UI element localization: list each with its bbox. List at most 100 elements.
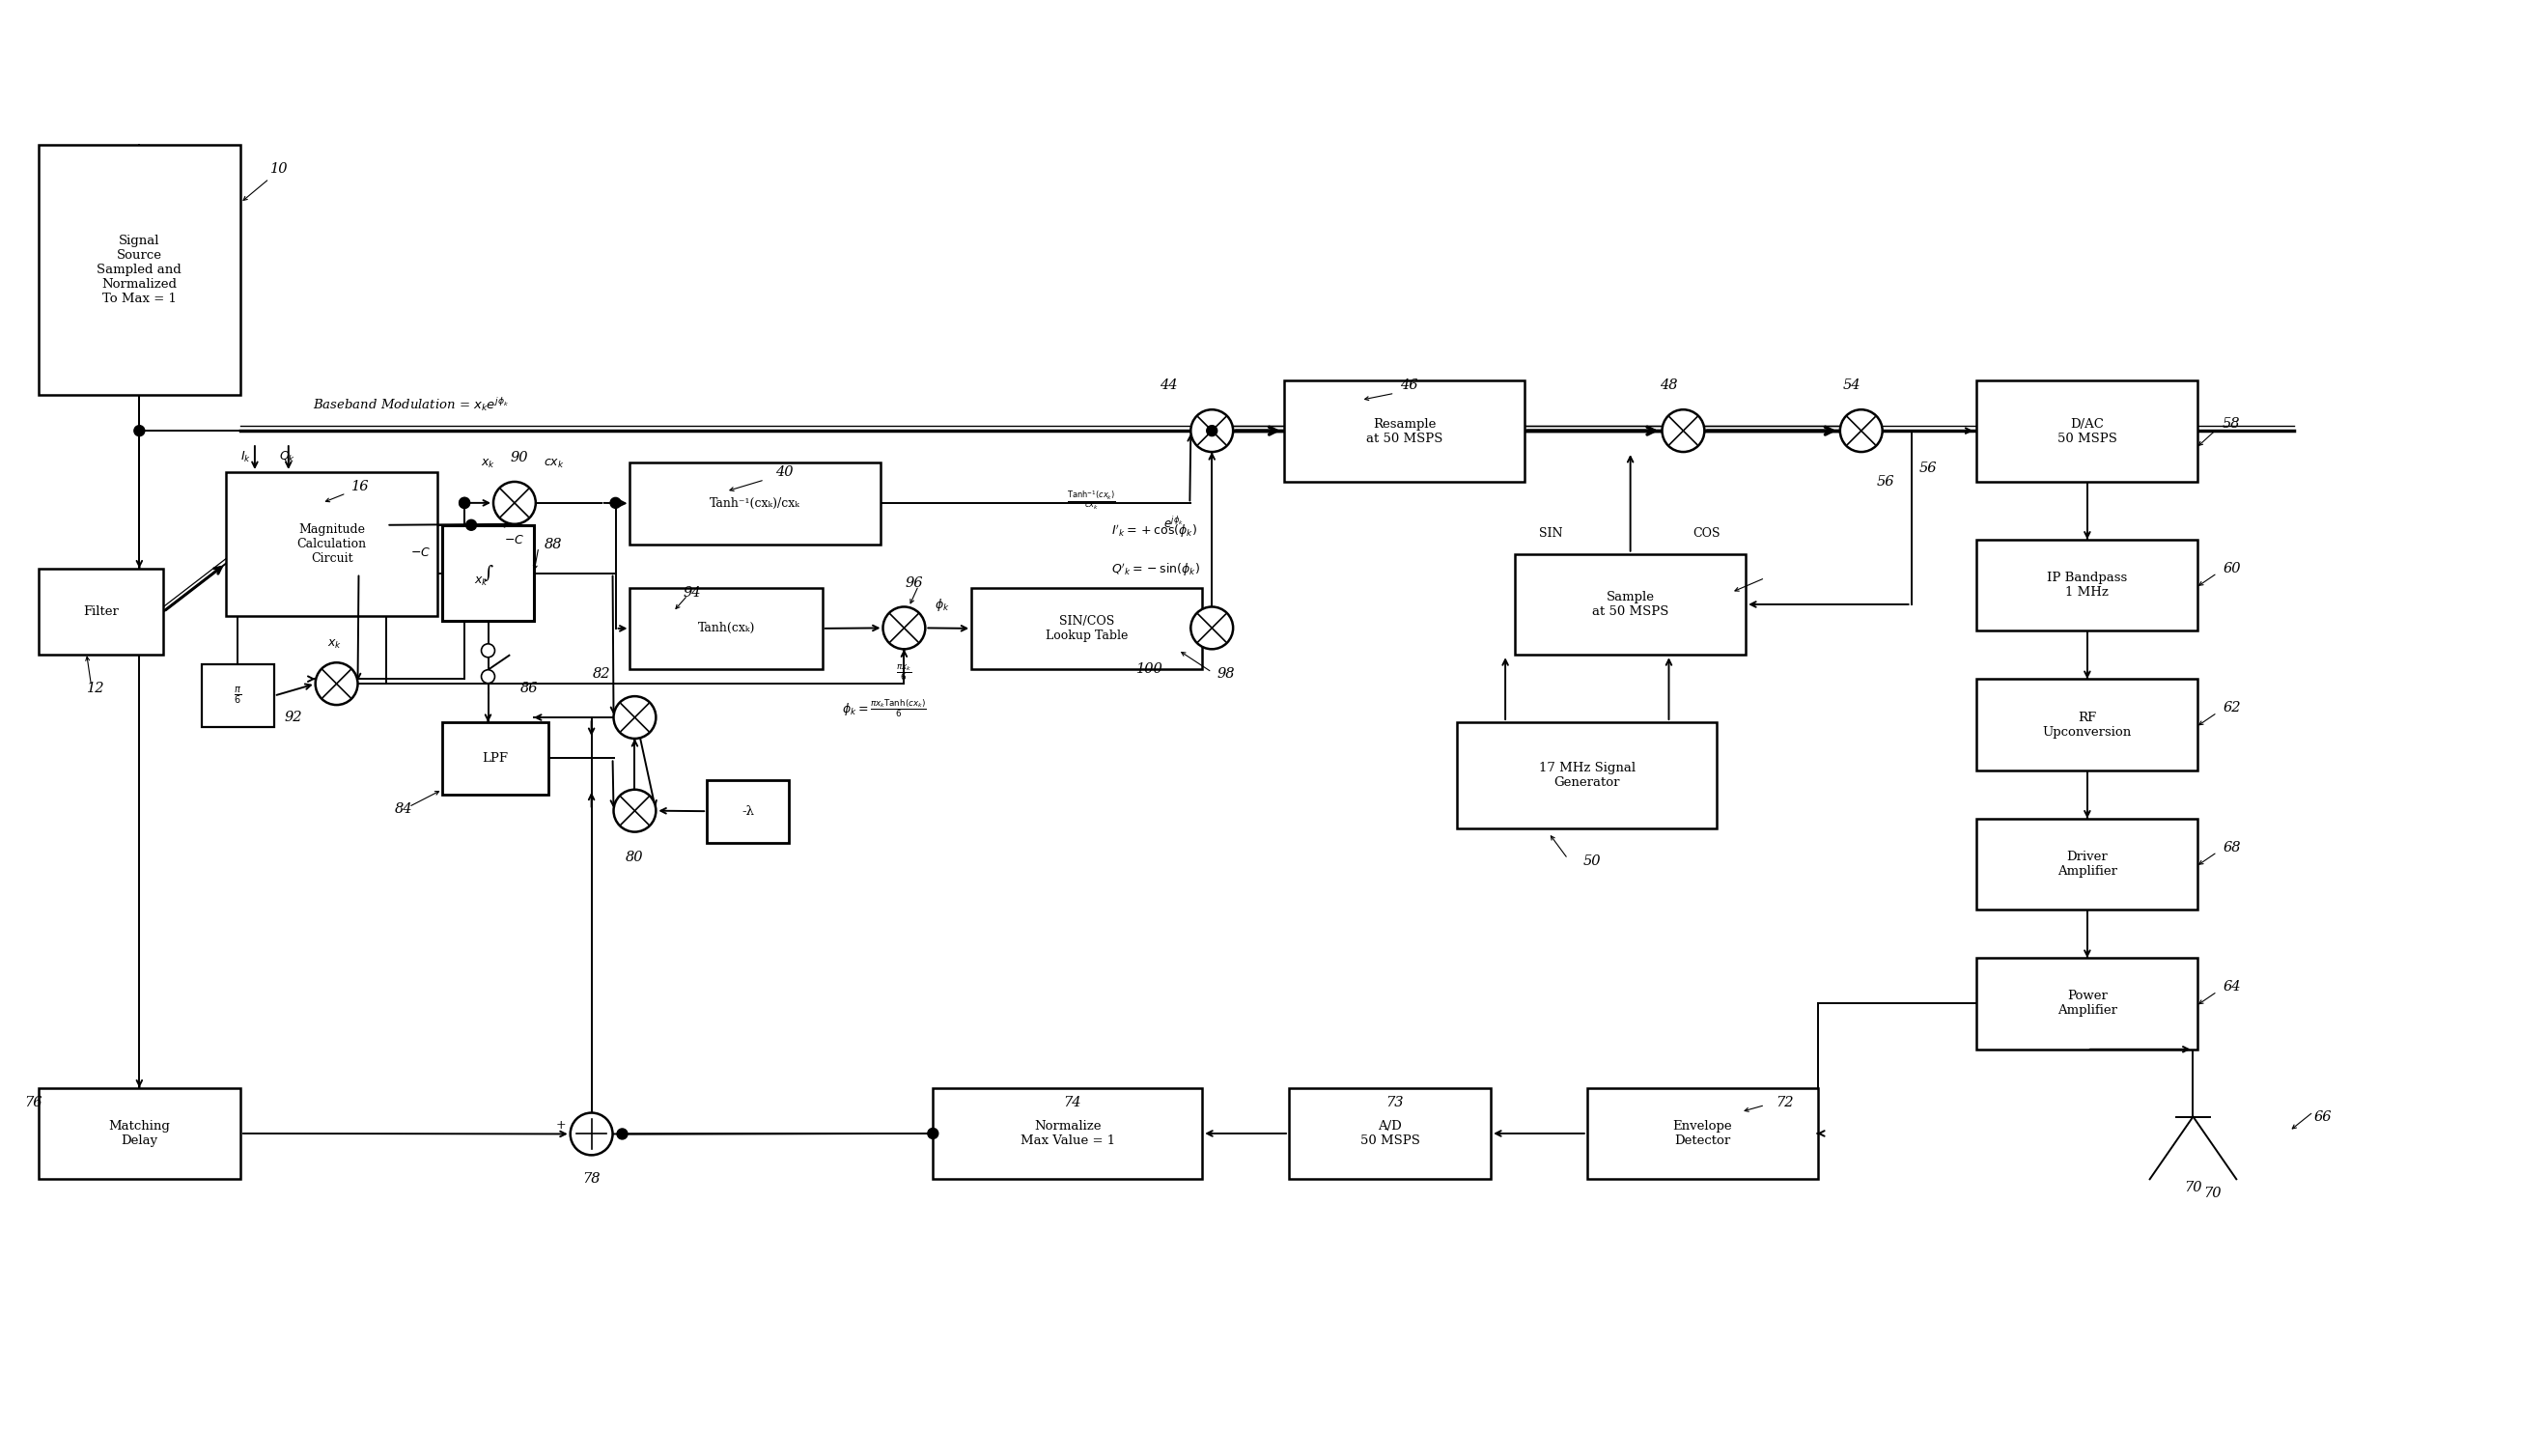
Text: RF
Upconversion: RF Upconversion — [2042, 711, 2131, 738]
Circle shape — [1207, 425, 1217, 435]
Text: $\frac{\pi x_k}{6}$: $\frac{\pi x_k}{6}$ — [896, 662, 911, 683]
Text: 17 MHz Signal
Generator: 17 MHz Signal Generator — [1538, 761, 1635, 789]
Bar — [1283, 380, 1525, 482]
Text: 48: 48 — [1660, 379, 1678, 392]
Text: 56: 56 — [1876, 475, 1894, 489]
Text: LPF: LPF — [481, 753, 509, 764]
Text: $e^{j\phi_k}$: $e^{j\phi_k}$ — [1164, 515, 1184, 531]
Text: Power
Amplifier: Power Amplifier — [2057, 990, 2118, 1018]
Text: 68: 68 — [2223, 840, 2240, 855]
Circle shape — [135, 425, 145, 435]
Text: 40: 40 — [774, 466, 792, 479]
Text: 46: 46 — [1400, 379, 1418, 392]
Text: 92: 92 — [285, 711, 303, 724]
Bar — [443, 526, 535, 622]
Text: ∫: ∫ — [484, 565, 494, 582]
Circle shape — [494, 482, 535, 524]
Text: D/AC
50 MSPS: D/AC 50 MSPS — [2057, 418, 2118, 444]
Text: 100: 100 — [1136, 662, 1164, 676]
Circle shape — [466, 520, 476, 530]
Text: A/D
50 MSPS: A/D 50 MSPS — [1360, 1120, 1421, 1147]
Text: 12: 12 — [87, 681, 104, 696]
Circle shape — [614, 696, 657, 738]
Text: $\phi_k$: $\phi_k$ — [934, 597, 950, 613]
Circle shape — [611, 498, 621, 508]
Text: Tanh⁻¹(cxₖ)/cxₖ: Tanh⁻¹(cxₖ)/cxₖ — [710, 496, 799, 510]
Text: 74: 74 — [1064, 1095, 1082, 1109]
Text: 70: 70 — [2184, 1181, 2202, 1194]
Text: 72: 72 — [1775, 1095, 1792, 1109]
Text: $\frac{\pi}{6}$: $\frac{\pi}{6}$ — [234, 686, 242, 706]
Text: 88: 88 — [545, 537, 563, 550]
Text: IP Bandpass
1 MHz: IP Bandpass 1 MHz — [2047, 572, 2128, 598]
Text: Tanh(cxₖ): Tanh(cxₖ) — [698, 622, 754, 635]
Text: 76: 76 — [25, 1095, 43, 1109]
Text: SIN: SIN — [1538, 527, 1563, 540]
Circle shape — [458, 498, 471, 508]
Circle shape — [481, 670, 494, 683]
Text: 78: 78 — [583, 1172, 601, 1187]
Circle shape — [570, 1112, 614, 1155]
Text: SIN/COS
Lookup Table: SIN/COS Lookup Table — [1046, 614, 1128, 642]
Bar — [1976, 958, 2197, 1050]
Text: 96: 96 — [904, 577, 922, 590]
Text: $-C$: $-C$ — [504, 534, 524, 546]
Text: 73: 73 — [1385, 1095, 1403, 1109]
Text: 70: 70 — [2202, 1187, 2220, 1200]
Text: Resample
at 50 MSPS: Resample at 50 MSPS — [1367, 418, 1444, 444]
Bar — [932, 1088, 1202, 1179]
Bar — [201, 664, 275, 727]
Text: 98: 98 — [1217, 667, 1235, 681]
Bar — [973, 588, 1202, 670]
Text: 60: 60 — [2223, 562, 2240, 575]
Text: $x_k$: $x_k$ — [326, 639, 341, 651]
Text: Filter: Filter — [84, 606, 120, 617]
Bar — [1515, 553, 1747, 655]
Circle shape — [316, 662, 359, 705]
Circle shape — [883, 607, 924, 649]
Text: 64: 64 — [2223, 980, 2240, 993]
Text: 86: 86 — [519, 681, 537, 696]
Text: $Q_k$: $Q_k$ — [280, 450, 295, 464]
Bar — [227, 472, 438, 616]
Text: COS: COS — [1693, 527, 1721, 540]
Circle shape — [616, 1128, 626, 1139]
Text: Normalize
Max Value = 1: Normalize Max Value = 1 — [1021, 1120, 1115, 1147]
Text: $I_k$: $I_k$ — [239, 450, 252, 464]
Text: 58: 58 — [2223, 418, 2240, 431]
Bar — [1976, 678, 2197, 770]
Bar — [1456, 722, 1716, 828]
Text: 62: 62 — [2223, 700, 2240, 715]
Text: 16: 16 — [351, 480, 369, 494]
Bar — [443, 722, 547, 795]
Bar — [1288, 1088, 1492, 1179]
Text: Matching
Delay: Matching Delay — [109, 1120, 171, 1147]
Text: 84: 84 — [395, 802, 412, 815]
Circle shape — [1663, 409, 1703, 451]
Text: 90: 90 — [509, 451, 527, 464]
Text: +: + — [555, 1120, 565, 1131]
Circle shape — [614, 789, 657, 831]
Text: $I'_k = +\cos(\phi_k)$: $I'_k = +\cos(\phi_k)$ — [1110, 523, 1197, 540]
Bar — [1976, 540, 2197, 630]
Bar — [38, 146, 239, 395]
Text: 66: 66 — [2314, 1109, 2332, 1124]
Text: 94: 94 — [682, 585, 700, 598]
Circle shape — [1192, 409, 1232, 451]
Text: $x_k$: $x_k$ — [481, 457, 496, 470]
Bar — [38, 1088, 239, 1179]
Text: $cx_k$: $cx_k$ — [542, 457, 565, 470]
Circle shape — [1192, 607, 1232, 649]
Text: Envelope
Detector: Envelope Detector — [1673, 1120, 1731, 1147]
Bar — [708, 780, 789, 843]
Text: Baseband Modulation = $x_k e^{j\phi_k}$: Baseband Modulation = $x_k e^{j\phi_k}$ — [313, 396, 509, 414]
Text: 80: 80 — [626, 850, 644, 863]
Circle shape — [1841, 409, 1881, 451]
Text: 44: 44 — [1158, 379, 1179, 392]
Text: Driver
Amplifier: Driver Amplifier — [2057, 850, 2118, 878]
Text: 54: 54 — [1843, 379, 1861, 392]
Text: $-C$: $-C$ — [410, 546, 430, 559]
Text: Magnitude
Calculation
Circuit: Magnitude Calculation Circuit — [298, 524, 367, 565]
Text: $\phi_k = \frac{\pi x_k \mathrm{Tanh}(cx_k)}{6}$: $\phi_k = \frac{\pi x_k \mathrm{Tanh}(cx… — [843, 697, 927, 719]
Bar — [38, 568, 163, 655]
